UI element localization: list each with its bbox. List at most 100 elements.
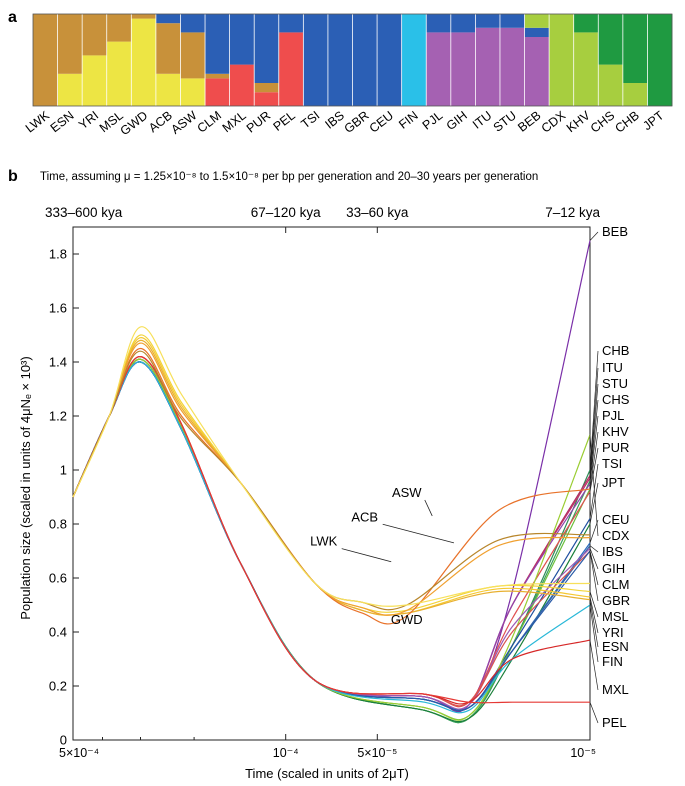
ancestry-segment <box>401 14 427 106</box>
admixture-barplot <box>32 13 673 107</box>
series-line <box>72 355 591 705</box>
series-line <box>72 355 590 704</box>
series-line <box>72 240 591 713</box>
inline-series-label: ACB <box>351 509 378 524</box>
label-leader <box>589 548 599 570</box>
population-label: KHV <box>564 108 593 135</box>
label-leader <box>589 482 599 525</box>
y-tick-label: 0.4 <box>49 625 67 640</box>
population-label: PJL <box>420 108 446 132</box>
ancestry-segment <box>155 14 181 24</box>
ancestry-segment <box>450 32 476 106</box>
series-label: CEU <box>602 512 629 527</box>
inline-label-leader <box>382 523 455 544</box>
label-leader <box>589 596 599 634</box>
x-tick-label: 10⁻⁵ <box>570 746 596 760</box>
ancestry-segment <box>622 14 648 83</box>
ancestry-segment <box>303 14 329 106</box>
series-label: PJL <box>602 408 624 423</box>
label-leader <box>589 550 599 586</box>
label-leader <box>589 463 599 519</box>
y-tick-label: 1.8 <box>49 247 67 262</box>
series-label: GIH <box>602 561 625 576</box>
inline-label-leader <box>424 499 433 517</box>
ancestry-segment <box>524 27 550 37</box>
ancestry-segment <box>278 14 304 33</box>
y-tick-label: 1 <box>60 463 67 478</box>
label-leader <box>589 702 599 724</box>
series-label: GBR <box>602 593 630 608</box>
population-label: ASW <box>168 108 199 137</box>
series-label: CHB <box>602 343 629 358</box>
population-label: CHB <box>612 108 641 135</box>
label-leader <box>589 431 599 489</box>
series-label: BEB <box>602 224 628 239</box>
label-leader <box>589 383 599 479</box>
ancestry-segment <box>549 14 575 106</box>
ancestry-segment <box>352 14 378 106</box>
ancestry-segment <box>278 32 304 106</box>
x-axis: 5×10⁻⁴ 10⁻⁴ 5×10⁻⁵ 10⁻⁵ <box>59 734 596 760</box>
ancestry-segment <box>229 64 255 106</box>
ancestry-segment <box>475 14 501 28</box>
y-axis: 0 0.2 0.4 0.6 0.8 1 1.2 1.4 1.6 1.8 <box>49 247 79 748</box>
ancestry-segment <box>622 83 648 106</box>
barplot-frame <box>32 13 673 107</box>
series-label: JPT <box>602 475 625 490</box>
x-tick-label: 5×10⁻⁴ <box>59 746 99 760</box>
ancestry-segment <box>426 14 452 33</box>
label-leader <box>589 550 599 602</box>
inline-label-leader <box>341 548 392 563</box>
label-leader <box>589 415 599 484</box>
label-leader <box>589 519 599 544</box>
top-tick-label: 7–12 kya <box>545 205 600 220</box>
population-label: FIN <box>396 108 420 131</box>
ancestry-segment <box>131 14 157 19</box>
top-axis: 333–600 kya 67–120 kya 33–60 kya 7–12 kya <box>45 205 600 233</box>
top-tick-label: 33–60 kya <box>346 205 409 220</box>
ancestry-segment <box>106 41 132 106</box>
ancestry-segment <box>647 14 673 106</box>
panel-a-letter: a <box>8 9 17 26</box>
ancestry-segment <box>155 73 181 106</box>
label-leader <box>589 640 599 691</box>
ancestry-segment <box>254 14 280 83</box>
ancestry-segment <box>499 14 525 28</box>
ancestry-segment <box>82 55 108 106</box>
inline-series-label: GWD <box>391 612 423 627</box>
ancestry-segment <box>573 32 599 106</box>
series-label: YRI <box>602 625 624 640</box>
ancestry-segment <box>155 23 181 74</box>
ancestry-segment <box>180 32 206 79</box>
y-tick-label: 0 <box>60 733 67 748</box>
top-axis-title: Time, assuming μ = 1.25×10⁻⁸ to 1.5×10⁻⁸… <box>40 171 538 183</box>
y-tick-label: 1.4 <box>49 355 67 370</box>
series-label: CHS <box>602 392 630 407</box>
label-leader <box>589 545 599 553</box>
plot-area: ASW ACB LWK GWD <box>72 226 591 741</box>
series-line <box>72 355 591 708</box>
panel-b-letter: b <box>8 168 18 185</box>
ancestry-segment <box>131 18 157 107</box>
population-label: STU <box>491 108 519 134</box>
series-label: TSI <box>602 456 622 471</box>
population-label: GWD <box>118 108 151 138</box>
ancestry-segment <box>524 14 550 28</box>
series-line <box>72 326 591 607</box>
population-label: CLM <box>195 108 224 135</box>
ancestry-segment <box>450 14 476 33</box>
ancestry-segment <box>180 78 206 106</box>
series-label: ESN <box>602 639 629 654</box>
top-tick-label: 333–600 kya <box>45 205 123 220</box>
population-label: JPT <box>640 108 666 133</box>
population-label: CEU <box>367 108 396 135</box>
population-label: MXL <box>220 108 249 135</box>
series-line <box>72 350 591 611</box>
series-line <box>72 347 591 625</box>
plot-frame <box>72 226 591 741</box>
y-tick-label: 0.2 <box>49 679 67 694</box>
ancestry-segment <box>499 27 525 106</box>
series-line <box>72 355 591 707</box>
